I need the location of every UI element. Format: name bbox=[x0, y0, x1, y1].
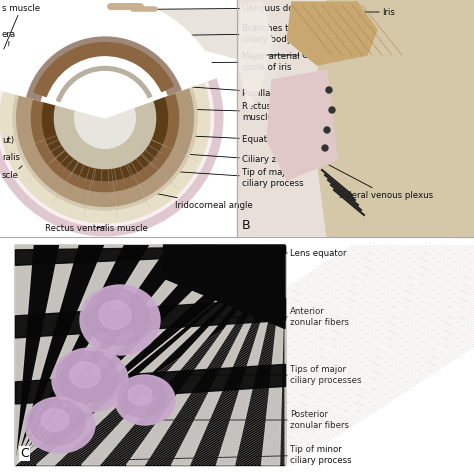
Polygon shape bbox=[15, 245, 285, 465]
Ellipse shape bbox=[41, 409, 69, 431]
Circle shape bbox=[13, 26, 197, 210]
Text: s: s bbox=[2, 52, 11, 86]
Text: Pupillary margin: Pupillary margin bbox=[174, 86, 312, 98]
Text: Iris: Iris bbox=[327, 8, 395, 17]
Text: Anterior
zonular fibers: Anterior zonular fibers bbox=[210, 307, 349, 327]
Ellipse shape bbox=[25, 397, 95, 453]
Text: B: B bbox=[242, 219, 251, 232]
Polygon shape bbox=[15, 245, 258, 465]
Ellipse shape bbox=[29, 400, 85, 445]
Polygon shape bbox=[267, 70, 337, 180]
Circle shape bbox=[55, 67, 155, 169]
Text: Equator of lens: Equator of lens bbox=[160, 135, 308, 145]
Text: Iridocorneal angle: Iridocorneal angle bbox=[146, 191, 253, 210]
Wedge shape bbox=[56, 66, 152, 101]
Polygon shape bbox=[239, 2, 272, 110]
Circle shape bbox=[0, 13, 210, 223]
Circle shape bbox=[322, 145, 328, 151]
Text: Rectus medialis
muscle: Rectus medialis muscle bbox=[171, 102, 310, 122]
Text: Rectus ventralis muscle: Rectus ventralis muscle bbox=[45, 224, 148, 233]
Circle shape bbox=[329, 107, 335, 113]
Ellipse shape bbox=[118, 377, 166, 417]
Ellipse shape bbox=[70, 362, 100, 388]
Text: Posterior
zonular fibers: Posterior zonular fibers bbox=[150, 410, 349, 430]
Ellipse shape bbox=[128, 385, 152, 405]
Text: s muscle: s muscle bbox=[2, 3, 40, 49]
Polygon shape bbox=[15, 245, 123, 465]
Wedge shape bbox=[34, 43, 173, 97]
Polygon shape bbox=[287, 2, 377, 65]
Polygon shape bbox=[36, 245, 285, 465]
Text: Tip of major
ciliary process: Tip of major ciliary process bbox=[171, 168, 304, 188]
Text: Obliquus dorsalis muscle: Obliquus dorsalis muscle bbox=[133, 3, 350, 12]
Wedge shape bbox=[0, 0, 218, 118]
Polygon shape bbox=[15, 245, 213, 465]
Text: Branches to
ciliary body: Branches to ciliary body bbox=[183, 24, 294, 44]
FancyBboxPatch shape bbox=[237, 0, 474, 237]
Ellipse shape bbox=[80, 285, 160, 355]
Ellipse shape bbox=[52, 348, 128, 412]
Polygon shape bbox=[15, 245, 78, 465]
Text: Lens equator: Lens equator bbox=[204, 248, 346, 257]
Text: Major arterial
circle of iris: Major arterial circle of iris bbox=[177, 52, 300, 72]
Polygon shape bbox=[217, 245, 285, 465]
FancyBboxPatch shape bbox=[454, 0, 474, 237]
Text: Ciliary zonule: Ciliary zonule bbox=[168, 153, 300, 164]
Ellipse shape bbox=[85, 289, 149, 345]
Circle shape bbox=[0, 0, 223, 236]
Ellipse shape bbox=[99, 301, 131, 329]
Circle shape bbox=[0, 9, 214, 227]
FancyBboxPatch shape bbox=[15, 245, 285, 465]
Wedge shape bbox=[27, 37, 181, 100]
Circle shape bbox=[43, 55, 168, 181]
Polygon shape bbox=[164, 245, 285, 328]
Text: ut): ut) bbox=[2, 135, 20, 145]
Text: scle: scle bbox=[2, 166, 22, 181]
Text: Tip of minor
ciliary process: Tip of minor ciliary process bbox=[109, 445, 352, 465]
Text: C: C bbox=[20, 447, 29, 460]
Polygon shape bbox=[312, 0, 474, 237]
Text: Limbus: Limbus bbox=[292, 113, 333, 122]
Polygon shape bbox=[127, 245, 285, 465]
Text: Scleral venous plexus: Scleral venous plexus bbox=[329, 165, 433, 200]
Polygon shape bbox=[172, 245, 285, 465]
Text: era: era bbox=[2, 29, 16, 70]
Polygon shape bbox=[15, 245, 33, 465]
Circle shape bbox=[324, 127, 330, 133]
Text: Cornea: Cornea bbox=[267, 51, 333, 60]
Polygon shape bbox=[60, 8, 279, 100]
Text: Tips of major
ciliary processes: Tips of major ciliary processes bbox=[182, 365, 362, 385]
Polygon shape bbox=[15, 245, 168, 465]
FancyBboxPatch shape bbox=[0, 237, 474, 474]
Polygon shape bbox=[262, 245, 285, 465]
Circle shape bbox=[31, 45, 179, 191]
Polygon shape bbox=[15, 245, 285, 465]
Circle shape bbox=[326, 87, 332, 93]
Ellipse shape bbox=[115, 375, 175, 425]
Text: ralis: ralis bbox=[2, 150, 22, 163]
Circle shape bbox=[17, 30, 193, 206]
Polygon shape bbox=[82, 245, 285, 465]
Ellipse shape bbox=[56, 351, 118, 402]
Circle shape bbox=[74, 88, 136, 148]
